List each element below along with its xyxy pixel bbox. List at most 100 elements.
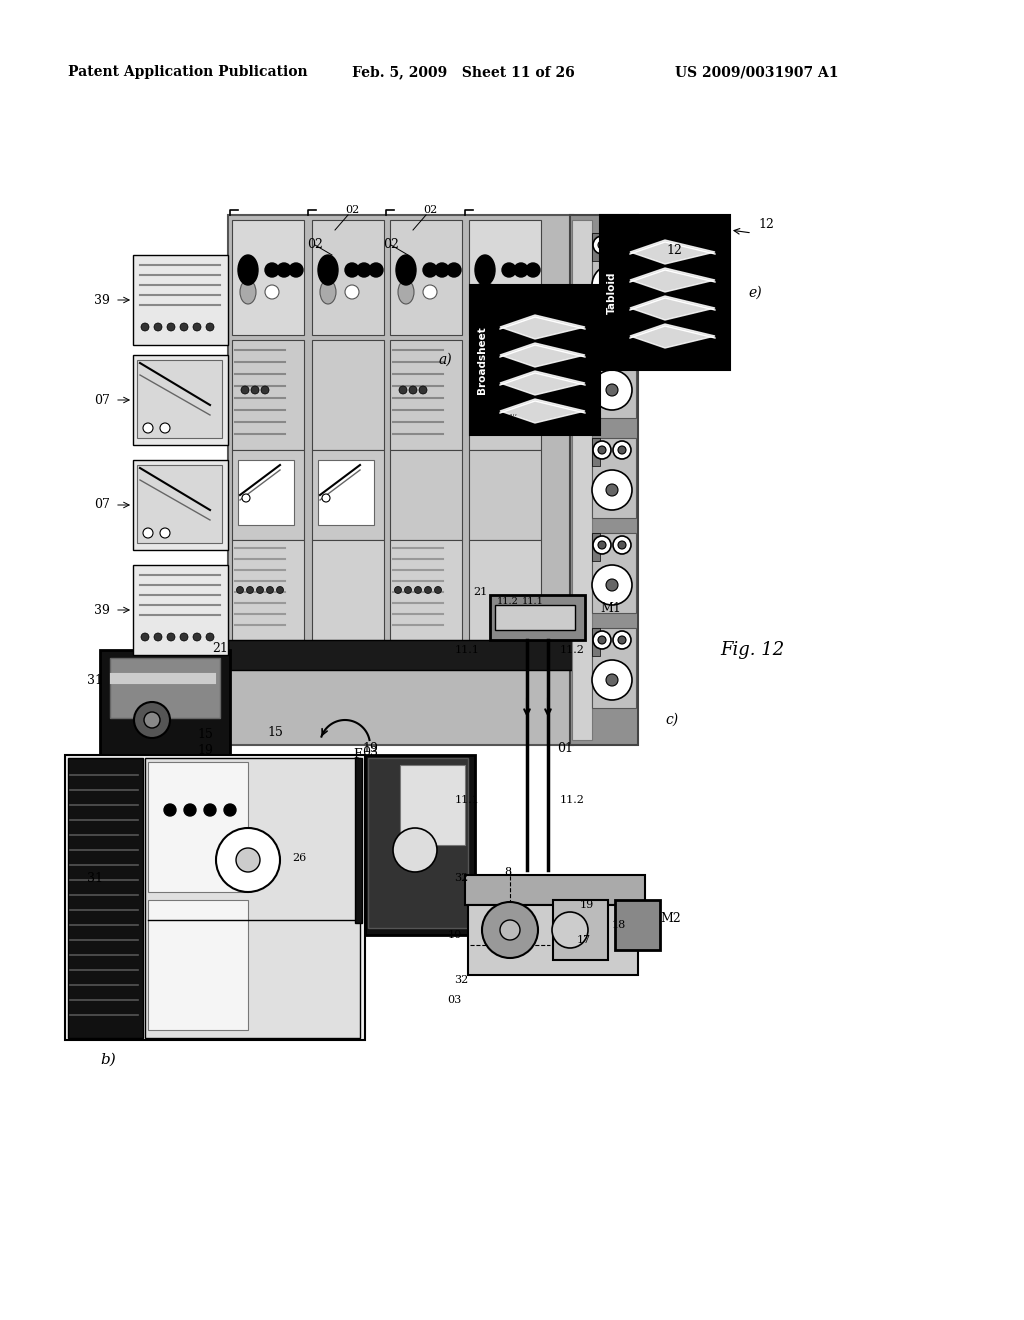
Circle shape bbox=[592, 470, 632, 510]
Circle shape bbox=[606, 579, 618, 591]
Circle shape bbox=[345, 263, 359, 277]
Circle shape bbox=[266, 586, 273, 594]
Text: 18: 18 bbox=[612, 920, 627, 931]
Circle shape bbox=[322, 494, 330, 502]
Circle shape bbox=[598, 541, 606, 549]
Circle shape bbox=[357, 263, 371, 277]
Circle shape bbox=[593, 441, 611, 459]
Circle shape bbox=[242, 494, 250, 502]
Bar bbox=[469, 341, 541, 450]
Bar bbox=[110, 657, 220, 718]
Circle shape bbox=[606, 675, 618, 686]
Circle shape bbox=[592, 370, 632, 411]
Ellipse shape bbox=[477, 280, 493, 304]
Polygon shape bbox=[500, 343, 585, 367]
Circle shape bbox=[160, 422, 170, 433]
Bar bbox=[572, 220, 592, 741]
Bar bbox=[469, 220, 541, 335]
Text: 01: 01 bbox=[557, 742, 573, 755]
Bar bbox=[465, 875, 645, 906]
Circle shape bbox=[447, 263, 461, 277]
Bar bbox=[495, 605, 575, 630]
Bar bbox=[592, 338, 600, 366]
Circle shape bbox=[618, 636, 626, 644]
Circle shape bbox=[251, 385, 259, 393]
Text: 07: 07 bbox=[94, 499, 110, 511]
Circle shape bbox=[514, 263, 528, 277]
Circle shape bbox=[425, 586, 431, 594]
Bar bbox=[232, 220, 304, 335]
Circle shape bbox=[598, 346, 606, 354]
Bar bbox=[137, 465, 222, 543]
Circle shape bbox=[415, 586, 422, 594]
Text: 11.1: 11.1 bbox=[522, 598, 544, 606]
Text: 03: 03 bbox=[362, 746, 378, 759]
Circle shape bbox=[216, 828, 280, 892]
Ellipse shape bbox=[475, 255, 495, 285]
Bar bbox=[368, 758, 468, 928]
Polygon shape bbox=[630, 323, 715, 348]
Circle shape bbox=[434, 586, 441, 594]
Text: 12: 12 bbox=[666, 348, 682, 362]
Bar bbox=[390, 220, 462, 335]
Circle shape bbox=[180, 634, 188, 642]
Text: 10: 10 bbox=[447, 931, 462, 940]
Circle shape bbox=[592, 565, 632, 605]
Circle shape bbox=[593, 236, 611, 253]
Circle shape bbox=[154, 323, 162, 331]
Text: 11.1: 11.1 bbox=[455, 795, 480, 805]
Text: 19: 19 bbox=[362, 742, 378, 755]
Text: 12: 12 bbox=[666, 243, 682, 256]
Circle shape bbox=[278, 263, 291, 277]
Circle shape bbox=[184, 804, 196, 816]
Ellipse shape bbox=[240, 280, 256, 304]
Circle shape bbox=[206, 634, 214, 642]
Text: 12: 12 bbox=[758, 219, 774, 231]
Circle shape bbox=[409, 385, 417, 393]
Text: 21: 21 bbox=[473, 587, 487, 597]
Circle shape bbox=[256, 586, 263, 594]
Circle shape bbox=[593, 631, 611, 649]
Polygon shape bbox=[630, 268, 715, 292]
Bar bbox=[232, 540, 304, 640]
Text: 32: 32 bbox=[454, 975, 468, 985]
Bar bbox=[615, 900, 660, 950]
Bar bbox=[470, 285, 600, 436]
Circle shape bbox=[160, 528, 170, 539]
Text: 31: 31 bbox=[87, 673, 103, 686]
Text: 31: 31 bbox=[87, 871, 103, 884]
Circle shape bbox=[618, 242, 626, 249]
Bar bbox=[312, 450, 384, 540]
Bar bbox=[65, 755, 365, 1040]
Circle shape bbox=[598, 636, 606, 644]
Bar bbox=[592, 438, 600, 466]
Bar bbox=[592, 234, 600, 261]
Bar bbox=[137, 360, 222, 438]
Circle shape bbox=[261, 385, 269, 393]
Circle shape bbox=[613, 441, 631, 459]
Bar bbox=[553, 900, 608, 960]
Circle shape bbox=[613, 341, 631, 359]
Circle shape bbox=[204, 804, 216, 816]
Bar bbox=[355, 758, 362, 923]
Bar bbox=[570, 215, 638, 744]
Bar bbox=[592, 533, 600, 561]
Circle shape bbox=[598, 446, 606, 454]
Text: b): b) bbox=[100, 1053, 116, 1067]
Text: 11.2: 11.2 bbox=[560, 795, 585, 805]
Circle shape bbox=[143, 422, 153, 433]
Circle shape bbox=[435, 263, 449, 277]
Circle shape bbox=[265, 285, 279, 300]
Bar bbox=[468, 906, 638, 975]
Bar bbox=[133, 355, 228, 445]
Bar bbox=[148, 900, 248, 1030]
Text: Patent Application Publication: Patent Application Publication bbox=[68, 65, 307, 79]
Circle shape bbox=[394, 586, 401, 594]
Circle shape bbox=[618, 446, 626, 454]
Polygon shape bbox=[630, 296, 715, 319]
Bar bbox=[148, 762, 248, 892]
Bar bbox=[232, 450, 304, 540]
Circle shape bbox=[224, 804, 236, 816]
Text: 03: 03 bbox=[447, 995, 462, 1005]
Ellipse shape bbox=[396, 255, 416, 285]
